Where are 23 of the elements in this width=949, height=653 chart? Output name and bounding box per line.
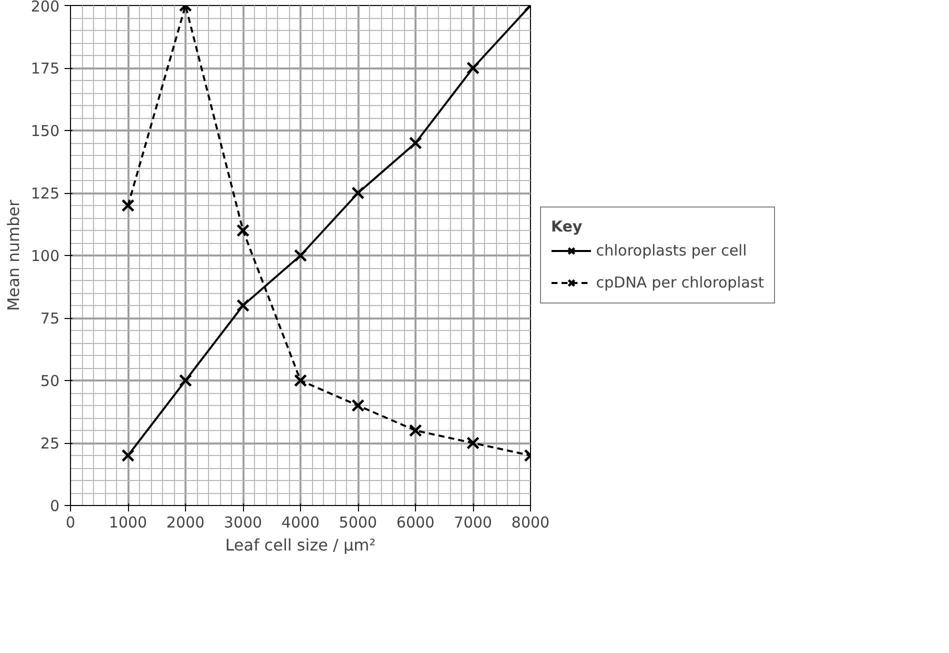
x-tick-label: 1000 [108,514,148,532]
y-tick-label: 100 [30,247,60,265]
y-tick-label: 175 [30,60,60,78]
x-tick-label: 5000 [338,514,378,532]
x-tick-label: 2000 [166,514,205,532]
y-tick-label: 125 [30,184,60,202]
y-tick-label: 25 [40,434,60,452]
y-tick-label: 75 [40,310,60,328]
legend-label: chloroplasts per cell [596,242,747,260]
x-tick-label: 8000 [511,514,550,532]
x-tick-label: 4000 [281,514,320,532]
x-tick-label: 3000 [224,514,262,532]
x-tick-label: 6000 [396,514,435,532]
y-tick-label: 50 [40,372,60,390]
x-axis-title: Leaf cell size / μm² [225,536,376,554]
legend-title: Key [551,218,584,236]
x-tick-label: 0 [66,514,76,532]
y-tick-label: 0 [50,497,60,515]
y-tick-label: 200 [30,0,60,16]
x-tick-label: 7000 [454,514,492,532]
y-tick-label: 150 [30,122,60,140]
legend-label: cpDNA per chloroplast [596,274,764,292]
y-axis-title: Mean number [4,200,23,312]
